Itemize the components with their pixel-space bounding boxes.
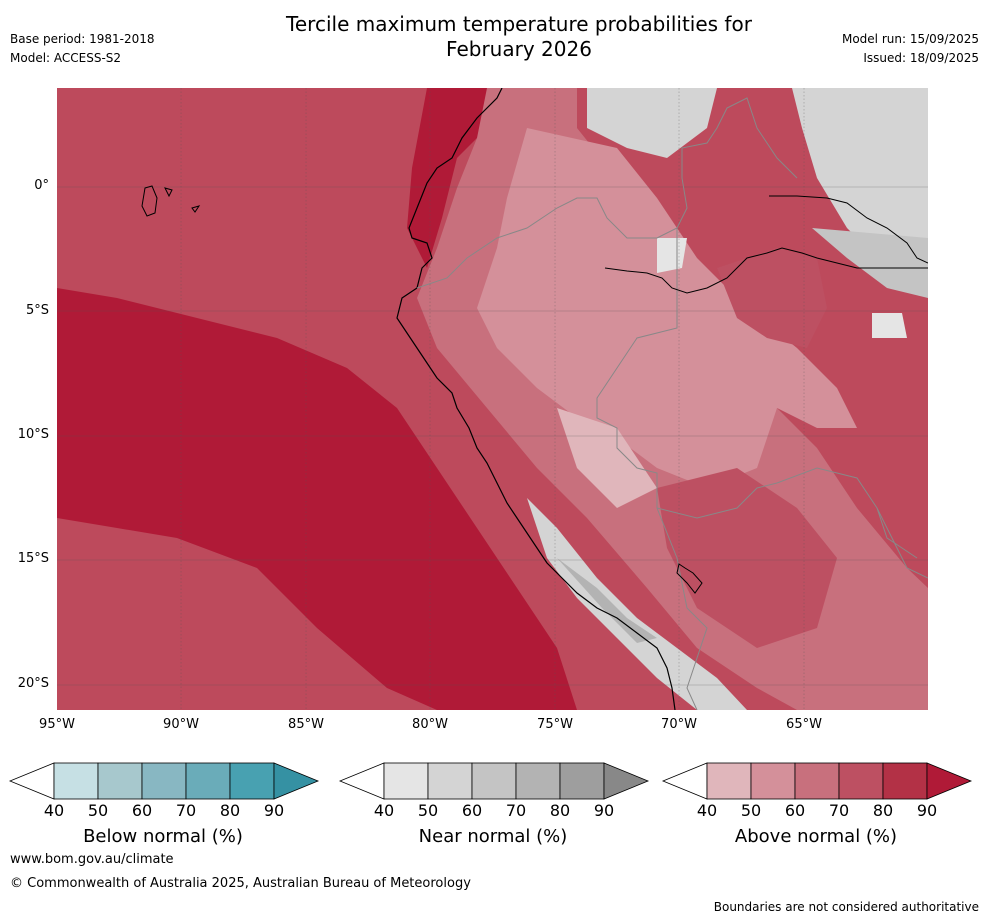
lon-label-95w: 95°W: [39, 717, 75, 732]
website-link[interactable]: www.bom.gov.au/climate: [10, 852, 174, 867]
coastline: [396, 88, 676, 710]
below-normal-title: Below normal (%): [83, 826, 243, 847]
near-normal-andes-2: [557, 558, 657, 643]
near-colorbar-bin: [515, 762, 561, 800]
lon-label-65w: 65°W: [786, 717, 822, 732]
colorbar-near: [338, 762, 650, 800]
below-tick: 80: [219, 801, 241, 820]
near-normal-ne: [792, 88, 928, 278]
amazon-river: [604, 247, 928, 294]
lon-label-90w: 90°W: [163, 717, 199, 732]
above-colorbar-bin: [706, 762, 752, 800]
title-line-2: February 2026: [446, 37, 592, 61]
below-tick: 90: [263, 801, 285, 820]
above-tick: 40: [696, 801, 718, 820]
above-colorbar-bin: [882, 762, 928, 800]
lat-label-20s: 20°S: [17, 676, 49, 691]
below-colorbar-bin: [141, 762, 187, 800]
above-90-north: [407, 88, 497, 268]
near-tick: 40: [373, 801, 395, 820]
model-run-date: Model run: 15/09/2025: [841, 32, 979, 46]
near-normal-patch: [657, 238, 687, 273]
above-normal-title: Above normal (%): [734, 826, 898, 847]
near-normal-top: [587, 88, 717, 158]
near-colorbar-bin: [559, 762, 605, 800]
chart-title: Tercile maximum temperature probabilitie…: [194, 12, 844, 62]
near-tick: 70: [505, 801, 527, 820]
above-60-coast: [477, 128, 857, 488]
above-tick: 70: [828, 801, 850, 820]
above-90-ocean: [57, 288, 577, 710]
lon-label-80w: 80°W: [412, 717, 448, 732]
colorbar-below: [8, 762, 320, 800]
below-colorbar-bin: [185, 762, 231, 800]
lon-label-75w: 75°W: [537, 717, 573, 732]
galapagos: [141, 185, 201, 217]
graticule: [57, 88, 928, 710]
lon-label-85w: 85°W: [288, 717, 324, 732]
above-tick: 90: [916, 801, 938, 820]
near-normal-east: [812, 228, 928, 298]
boundary-disclaimer: Boundaries are not considered authoritat…: [713, 900, 979, 914]
issued-date: Issued: 18/09/2025: [863, 51, 979, 65]
near-colorbar-high-arrow: [603, 762, 650, 800]
near-colorbar-bin: [471, 762, 517, 800]
below-tick: 70: [175, 801, 197, 820]
map-canvas: [57, 88, 928, 710]
near-tick: 60: [461, 801, 483, 820]
negro-river: [769, 195, 928, 264]
near-tick: 50: [417, 801, 439, 820]
below-colorbar-low-arrow: [8, 762, 55, 800]
above-80-land: [717, 248, 827, 348]
below-tick: 40: [43, 801, 65, 820]
colorbar-above: [661, 762, 973, 800]
above-tick: 60: [784, 801, 806, 820]
near-normal-title: Near normal (%): [418, 826, 568, 847]
above-80-south: [657, 468, 837, 648]
near-colorbar-low-arrow: [338, 762, 385, 800]
colorbars: [8, 762, 973, 800]
above-colorbar-high-arrow: [926, 762, 973, 800]
below-tick: 60: [131, 801, 153, 820]
lat-label-10s: 10°S: [17, 427, 49, 442]
near-normal-patch-2: [872, 313, 907, 338]
below-colorbar-bin: [97, 762, 143, 800]
near-tick: 90: [593, 801, 615, 820]
lake-titicaca: [676, 563, 703, 594]
near-tick: 80: [549, 801, 571, 820]
probability-map: [57, 88, 928, 710]
country-borders: [416, 97, 928, 710]
base-period: Base period: 1981-2018: [10, 32, 155, 46]
lat-label-5s: 5°S: [25, 303, 49, 318]
above-colorbar-bin: [794, 762, 840, 800]
title-line-1: Tercile maximum temperature probabilitie…: [286, 12, 752, 36]
near-colorbar-bin: [427, 762, 473, 800]
lat-label-0: 0°: [34, 178, 49, 193]
above-colorbar-bin: [838, 762, 884, 800]
below-colorbar-high-arrow: [273, 762, 320, 800]
copyright-notice: © Commonwealth of Australia 2025, Austra…: [10, 876, 471, 891]
above-colorbar-low-arrow: [661, 762, 708, 800]
above-tick: 80: [872, 801, 894, 820]
near-colorbar-bin: [383, 762, 429, 800]
below-colorbar-bin: [229, 762, 275, 800]
below-tick: 50: [87, 801, 109, 820]
lat-label-15s: 15°S: [17, 551, 49, 566]
above-tick: 50: [740, 801, 762, 820]
near-normal-andes: [527, 498, 747, 710]
model-name: Model: ACCESS-S2: [10, 51, 122, 65]
above-50-patch: [557, 408, 657, 508]
below-colorbar-bin: [53, 762, 99, 800]
lon-label-70w: 70°W: [661, 717, 697, 732]
above-colorbar-bin: [750, 762, 796, 800]
